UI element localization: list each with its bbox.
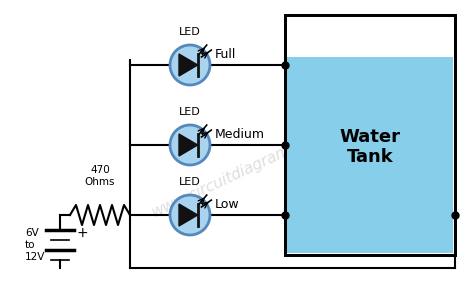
Circle shape bbox=[170, 125, 210, 165]
Polygon shape bbox=[179, 54, 198, 76]
Text: Full: Full bbox=[215, 48, 236, 61]
Text: 6V
to
12V: 6V to 12V bbox=[25, 228, 45, 262]
Bar bbox=[285, 15, 455, 255]
Text: 470
Ohms: 470 Ohms bbox=[85, 165, 115, 187]
Polygon shape bbox=[179, 204, 198, 226]
Polygon shape bbox=[179, 134, 198, 156]
Circle shape bbox=[170, 45, 210, 85]
Bar bbox=[287, 57, 453, 253]
Text: LED: LED bbox=[179, 177, 201, 187]
Circle shape bbox=[170, 195, 210, 235]
Text: www.circuitdiagram.org: www.circuitdiagram.org bbox=[149, 130, 321, 220]
Text: LED: LED bbox=[179, 107, 201, 117]
Bar bbox=[285, 15, 455, 255]
Text: LED: LED bbox=[179, 27, 201, 37]
Text: Medium: Medium bbox=[215, 128, 265, 141]
Text: Low: Low bbox=[215, 198, 240, 211]
Text: Water
Tank: Water Tank bbox=[340, 128, 400, 166]
Text: +: + bbox=[77, 226, 89, 240]
